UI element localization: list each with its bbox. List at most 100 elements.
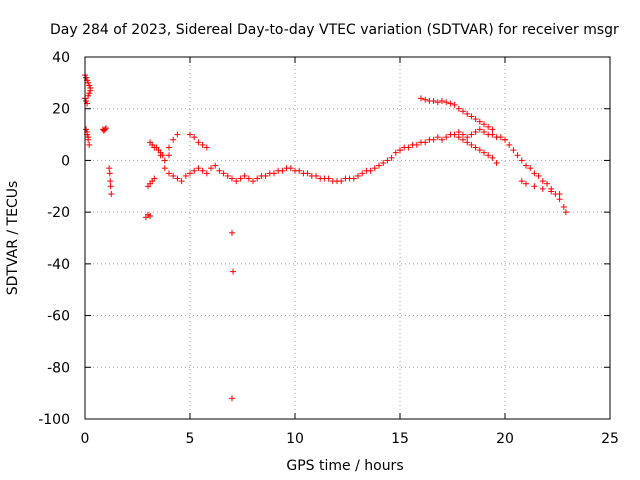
data-point — [191, 134, 198, 141]
x-tick-label: 10 — [286, 431, 304, 447]
data-point — [493, 160, 500, 167]
grid — [85, 57, 610, 419]
data-point — [489, 131, 496, 138]
data-point — [161, 165, 168, 172]
data-point — [562, 209, 569, 216]
data-point — [464, 110, 471, 117]
x-tick-label: 15 — [391, 431, 409, 447]
data-point — [147, 213, 154, 220]
data-point — [468, 113, 475, 120]
x-tick-label: 5 — [186, 431, 195, 447]
data-point — [476, 118, 483, 125]
data-point — [413, 141, 420, 148]
data-point — [455, 128, 462, 135]
data-point — [230, 268, 237, 275]
data-point — [262, 172, 269, 179]
data-point — [208, 165, 214, 172]
data-point — [481, 128, 487, 135]
data-point — [405, 144, 412, 151]
data-point — [237, 175, 244, 182]
data-point — [338, 178, 345, 185]
y-tick-label: 20 — [52, 102, 70, 118]
data-point — [481, 121, 487, 128]
data-point — [178, 178, 185, 185]
data-point — [556, 196, 563, 203]
data-point — [359, 170, 366, 177]
data-point — [397, 147, 403, 154]
data-point — [468, 131, 475, 138]
data-point — [455, 105, 462, 112]
data-point — [174, 131, 181, 138]
data-point — [392, 149, 399, 156]
data-point — [560, 203, 567, 210]
y-tick-label: -20 — [47, 205, 70, 221]
data-point — [523, 180, 529, 187]
data-point — [502, 136, 508, 143]
data-point — [430, 97, 437, 104]
data-point — [250, 178, 256, 185]
data-point — [279, 167, 286, 174]
data-point — [371, 165, 378, 172]
data-point — [380, 160, 387, 167]
data-point — [472, 128, 479, 135]
data-point — [518, 178, 525, 185]
data-point — [527, 165, 534, 172]
plot-frame — [84, 56, 611, 420]
data-point — [229, 395, 235, 402]
data-point — [350, 175, 357, 182]
data-point — [108, 191, 115, 198]
data-point — [422, 139, 429, 146]
data-point — [388, 154, 395, 161]
data-point — [472, 144, 479, 151]
data-point — [510, 147, 517, 154]
data-point — [523, 162, 529, 169]
data-point — [212, 162, 219, 169]
data-point — [447, 100, 454, 107]
data-point — [489, 154, 496, 161]
data-point — [85, 92, 92, 99]
data-point — [489, 126, 496, 133]
data-point — [485, 152, 492, 159]
data-point — [203, 144, 210, 151]
data-point — [376, 162, 382, 169]
data-point — [455, 134, 462, 141]
data-point — [287, 165, 294, 172]
data-point — [271, 170, 277, 177]
data-point — [544, 180, 550, 187]
data-point — [187, 170, 193, 177]
data-point — [451, 131, 458, 138]
data-point — [245, 175, 252, 182]
data-point — [106, 170, 113, 177]
data-point — [418, 95, 424, 102]
data-point — [170, 172, 177, 179]
data-point — [443, 134, 450, 141]
data-point — [304, 170, 311, 177]
data-point — [548, 188, 555, 195]
data-point — [514, 152, 521, 159]
chart-title: Day 284 of 2023, Sidereal Day-to-day VTE… — [50, 22, 619, 38]
data-point — [241, 172, 248, 179]
data-point — [531, 170, 538, 177]
data-point — [199, 141, 206, 148]
data-point — [439, 136, 445, 143]
data-point — [191, 167, 198, 174]
data-point — [434, 134, 441, 141]
data-point — [460, 136, 466, 143]
data-point — [539, 185, 546, 192]
data-point — [166, 144, 172, 151]
y-tick-label: -60 — [47, 309, 70, 325]
y-tick-label: -100 — [38, 412, 70, 428]
data-point — [443, 99, 450, 106]
data-point — [485, 123, 492, 130]
data-point — [434, 99, 441, 106]
data-point — [481, 149, 487, 156]
data-point — [451, 101, 458, 108]
data-point — [472, 116, 479, 123]
data-point — [83, 97, 90, 104]
data-point — [86, 90, 93, 97]
data-point — [166, 152, 172, 159]
data-point — [103, 125, 109, 132]
data-point — [86, 141, 93, 148]
data-point — [460, 131, 466, 138]
